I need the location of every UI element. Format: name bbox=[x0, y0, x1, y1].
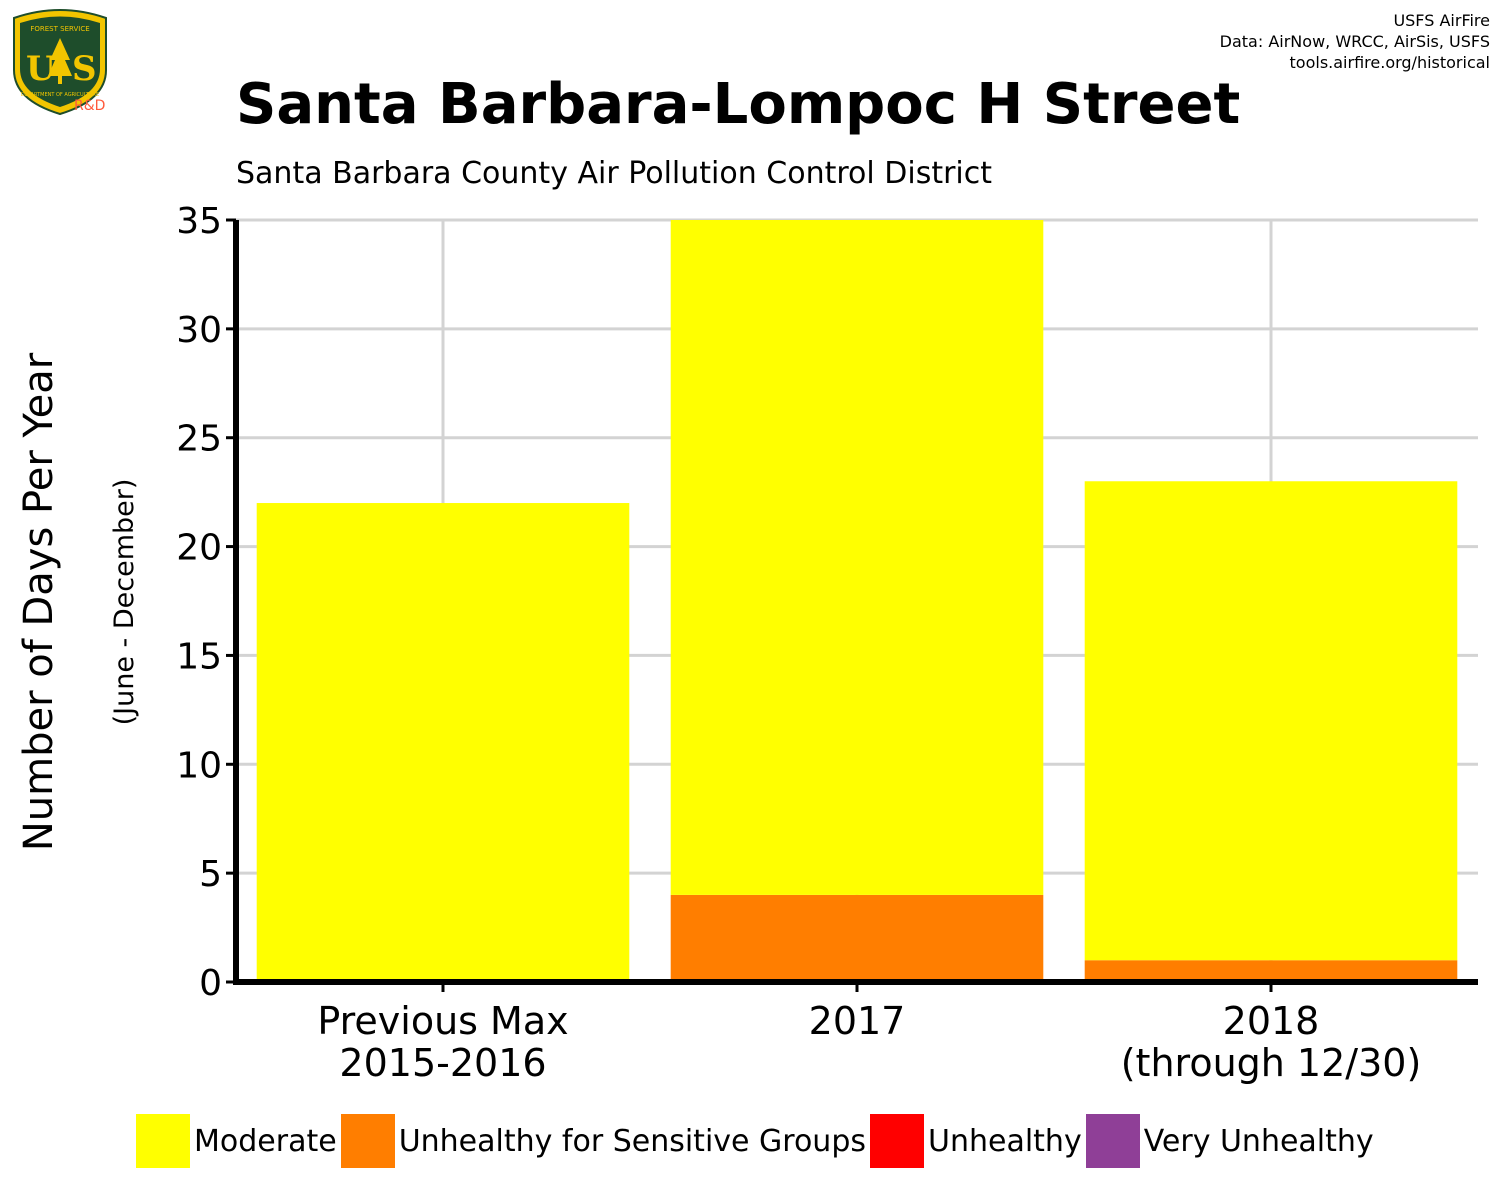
legend-swatch-very-unhealthy bbox=[1086, 1114, 1140, 1168]
x-tick-label: Previous Max bbox=[317, 999, 568, 1043]
bar-segment-0-1 bbox=[671, 220, 1044, 895]
legend-label-unhealthy: Unhealthy bbox=[928, 1124, 1082, 1159]
legend-label-very-unhealthy: Very Unhealthy bbox=[1144, 1124, 1374, 1159]
x-tick-label: 2018 bbox=[1223, 999, 1320, 1043]
legend-label-moderate: Moderate bbox=[194, 1124, 337, 1159]
y-axis-title: Number of Days Per Year bbox=[16, 352, 62, 851]
bar-segment-1-1 bbox=[671, 895, 1044, 982]
bar-segment-0-0 bbox=[257, 503, 630, 982]
y-tick-label: 20 bbox=[176, 528, 222, 569]
legend-swatch-unhealthy bbox=[870, 1114, 924, 1168]
bar-segment-0-2 bbox=[1085, 481, 1458, 960]
y-tick-label: 35 bbox=[176, 201, 222, 242]
legend-label-usg: Unhealthy for Sensitive Groups bbox=[399, 1124, 866, 1159]
bar-segment-1-2 bbox=[1085, 960, 1458, 982]
x-tick-label: 2017 bbox=[809, 999, 906, 1043]
bar-chart: 0 5 10 15 20 25 30 35 Previous Max2015-2016 2017 2… bbox=[0, 0, 1500, 1200]
legend-item-moderate: Moderate bbox=[136, 1114, 337, 1168]
legend-swatch-usg bbox=[341, 1114, 395, 1168]
legend-item-unhealthy: Unhealthy bbox=[870, 1114, 1082, 1168]
legend-item-usg: Unhealthy for Sensitive Groups bbox=[341, 1114, 866, 1168]
y-axis-subtitle: (June - December) bbox=[109, 479, 140, 726]
y-tick-label: 30 bbox=[176, 310, 222, 351]
y-tick-label: 10 bbox=[176, 745, 222, 786]
y-tick-label: 15 bbox=[176, 636, 222, 677]
y-tick-label: 25 bbox=[176, 419, 222, 460]
x-tick-label: 2015-2016 bbox=[339, 1041, 546, 1085]
bars bbox=[257, 220, 1458, 982]
x-tick-label: (through 12/30) bbox=[1121, 1041, 1422, 1085]
legend-swatch-moderate bbox=[136, 1114, 190, 1168]
legend: Moderate Unhealthy for Sensitive Groups … bbox=[136, 1114, 1378, 1168]
y-tick-label: 5 bbox=[199, 854, 222, 895]
legend-item-very-unhealthy: Very Unhealthy bbox=[1086, 1114, 1374, 1168]
y-tick-label: 0 bbox=[199, 963, 222, 1004]
